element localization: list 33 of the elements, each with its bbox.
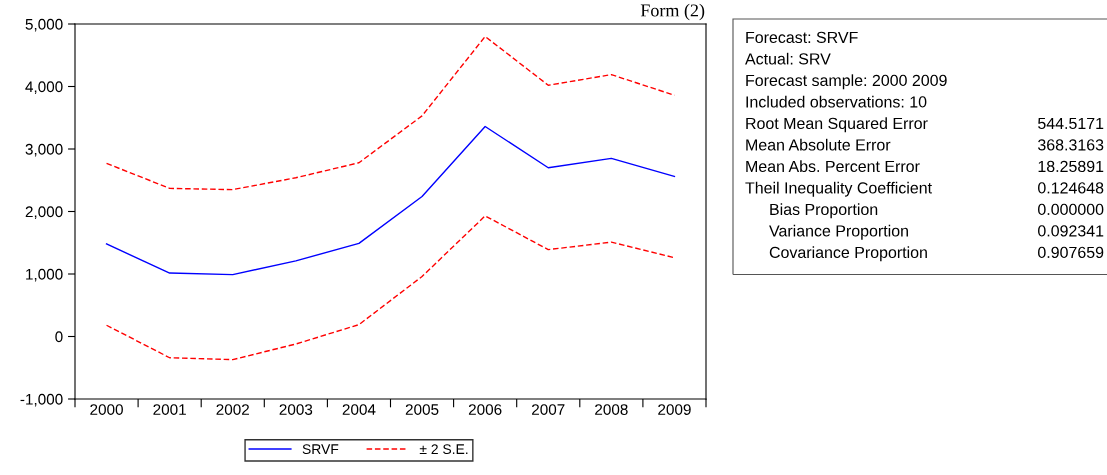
y-tick-label: 3,000: [25, 143, 63, 157]
text: Root Mean Squared Error 544.5171: [746, 117, 1104, 133]
line-series: [105, 125, 676, 276]
text: Covariance Proportion 0.907659: [769, 246, 1104, 262]
y-tick-label: 1,000: [26, 268, 63, 282]
legend-label: SRVF: [302, 444, 339, 455]
legend-label: ± 2 S.E.: [419, 444, 468, 455]
line-series: [105, 215, 676, 361]
text: Mean Absolute Error 368.3163: [746, 138, 1104, 151]
text: Included observations: 10: [746, 95, 927, 108]
x-tick-label: 2001: [153, 404, 186, 415]
text: Forecast sample: 2000 2009: [746, 74, 947, 90]
y-tick-label: 0: [55, 331, 63, 343]
x-tick-label: 2004: [342, 404, 376, 415]
text: Bias Proportion 0.000000: [770, 203, 1104, 219]
text: Forecast: SRVF: [746, 31, 858, 44]
y-tick-label: -1,000: [20, 393, 63, 407]
text: Actual: SRV: [745, 52, 831, 65]
y-tick-label: 4,000: [25, 81, 63, 94]
x-tick-label: 2009: [658, 404, 691, 415]
x-tick-label: 2008: [595, 404, 628, 415]
y-tick-label: 5,000: [25, 18, 63, 32]
y-tick-label: 2,000: [25, 206, 63, 219]
text: Mean Abs. Percent Error 18.25891: [746, 160, 1104, 173]
x-tick-label: 2000: [90, 404, 123, 415]
x-tick-label: 2007: [532, 404, 565, 415]
text: Theil Inequality Coefficient 0.124648: [745, 181, 1104, 197]
x-tick-label: 2002: [216, 404, 249, 415]
text: Variance Proportion 0.092341: [769, 224, 1104, 240]
x-tick-label: 2003: [279, 404, 313, 415]
x-tick-label: 2006: [468, 404, 502, 415]
chart-title: Form (2): [640, 3, 705, 21]
x-tick-label: 2005: [405, 404, 439, 415]
